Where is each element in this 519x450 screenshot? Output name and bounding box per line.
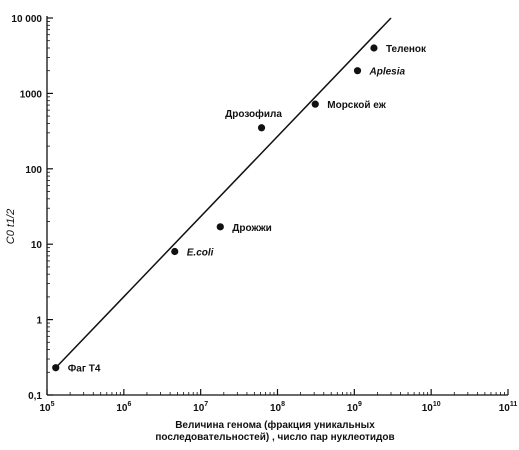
data-point xyxy=(52,364,60,372)
y-tick-label: 1 xyxy=(36,316,42,327)
data-point xyxy=(171,247,179,256)
point-label: Aplesia xyxy=(369,67,406,78)
x-tick-label: 106 xyxy=(116,401,131,414)
x-tick-label: 109 xyxy=(347,401,362,414)
point-label: Морской еж xyxy=(327,100,386,111)
y-tick-label: 1000 xyxy=(20,89,43,100)
x-tick-label: 1010 xyxy=(422,401,441,414)
point-label: Дрозофила xyxy=(225,108,282,120)
point-label: E.coli xyxy=(187,248,214,259)
x-axis-label: Величина генома (фракция уникальных xyxy=(175,419,375,431)
point-label: Дрожжи xyxy=(232,223,272,234)
point-label: Теленок xyxy=(386,44,427,55)
data-point xyxy=(311,100,319,108)
y-axis-label: C0 t1/2 xyxy=(5,209,17,244)
data-point xyxy=(370,44,378,52)
y-tick-label: 10 xyxy=(31,240,43,251)
data-point xyxy=(353,67,362,75)
x-tick-label: 108 xyxy=(270,401,285,414)
x-axis-label: последовательностей) , число пар нуклеот… xyxy=(155,432,394,443)
point-label: Фаг Т4 xyxy=(68,364,101,375)
data-point xyxy=(257,124,266,132)
y-tick-label: 100 xyxy=(25,165,42,176)
x-tick-label: 105 xyxy=(39,401,54,414)
x-tick-label: 107 xyxy=(193,401,208,414)
y-tick-label: 10 000 xyxy=(11,14,42,25)
y-tick-label: 0,1 xyxy=(28,391,42,402)
x-tick-label: 1011 xyxy=(499,401,518,414)
fit-line xyxy=(55,17,392,369)
data-point xyxy=(216,223,224,231)
